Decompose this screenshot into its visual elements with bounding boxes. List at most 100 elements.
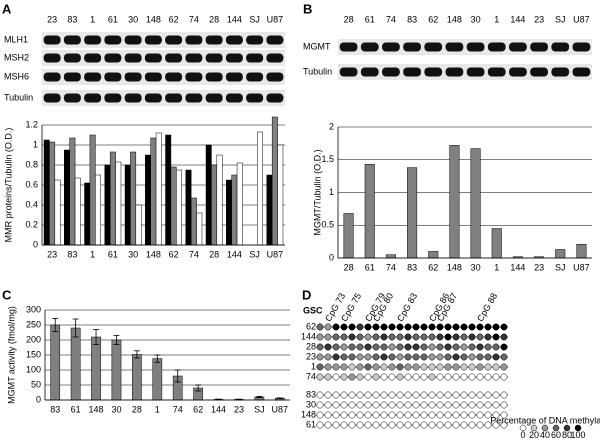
x-tick-label: 30: [111, 404, 121, 414]
cpg-dot: [428, 363, 436, 371]
cpg-dot: [420, 373, 428, 381]
cpg-dot: [356, 353, 364, 361]
blot-band: [84, 72, 102, 82]
blot-band: [445, 67, 464, 77]
cpg-dot: [476, 411, 484, 419]
blot-band: [246, 53, 264, 63]
bar: [216, 154, 223, 246]
blot-band: [104, 53, 122, 63]
y-tick-label: 50: [31, 379, 41, 389]
bar: [165, 134, 172, 246]
blot-band: [382, 67, 400, 77]
cpg-dot: [388, 323, 396, 331]
bar: [170, 166, 177, 246]
cpg-dot: [484, 401, 492, 409]
blot-band: [205, 72, 223, 82]
blot-band: [246, 72, 264, 82]
cpg-dot: [444, 363, 452, 371]
cpg-dot: [420, 421, 428, 429]
bar: [576, 243, 587, 259]
cpg-dot: [500, 411, 508, 419]
cpg-dot: [420, 323, 428, 331]
blot-row-label: Tubulin: [303, 66, 332, 76]
cpg-dot: [412, 421, 420, 429]
cpg-dot: [380, 373, 388, 381]
blot-band: [144, 53, 162, 63]
cpg-dot: [452, 363, 460, 371]
legend-label: 20: [529, 430, 539, 440]
cpg-dot: [396, 363, 404, 371]
cpg-dot: [372, 373, 380, 381]
blot-band: [104, 35, 122, 45]
bar: [124, 164, 131, 246]
y-tick-label: 0: [36, 394, 41, 404]
cpg-dot: [388, 421, 396, 429]
lane-label: 23: [534, 14, 544, 24]
x-tick-label: 23: [234, 404, 244, 414]
bar: [152, 358, 163, 401]
bar: [150, 137, 157, 246]
blot-band: [225, 93, 243, 103]
cpg-dot: [492, 323, 500, 331]
lane-label: 23: [47, 14, 57, 24]
blot-band: [382, 42, 400, 52]
bar: [449, 145, 460, 259]
y-tick-label: 2: [329, 121, 334, 131]
cpg-dot: [324, 323, 332, 331]
cpg-dot: [428, 411, 436, 419]
cpg-dot: [324, 421, 332, 429]
bar: [43, 139, 50, 246]
cpg-dot: [484, 411, 492, 419]
x-tick-label: SJ: [254, 404, 265, 414]
blot-band: [424, 67, 443, 77]
x-tick-label: 1: [90, 249, 95, 259]
cpg-dot: [404, 391, 412, 399]
blot-row-label: Tubulin: [4, 92, 33, 102]
cpg-dot: [380, 401, 388, 409]
y-tick-label: 150: [26, 349, 41, 359]
cpg-dot: [484, 421, 492, 429]
cpg-dot: [444, 323, 452, 331]
cpg-dot: [348, 373, 356, 381]
row-label: 74: [306, 371, 316, 381]
cpg-dot: [404, 323, 412, 331]
blot-band: [63, 35, 81, 45]
bar: [132, 354, 142, 401]
cpg-dot: [316, 373, 324, 381]
y-tick-label: 0.2: [25, 219, 38, 229]
row-label: 28: [306, 341, 316, 351]
cpg-dot: [340, 353, 348, 361]
x-tick-label: 30: [128, 249, 138, 259]
blot-band: [551, 42, 570, 52]
blot-band: [165, 93, 183, 103]
cpg-dot: [348, 411, 356, 419]
cpg-dot: [452, 421, 460, 429]
blot-band: [266, 72, 284, 82]
cpg-dot: [364, 363, 372, 371]
blot-row-label: MSH6: [4, 71, 29, 81]
cpg-dot: [332, 333, 340, 341]
cpg-dot: [340, 421, 348, 429]
cpg-dot: [348, 421, 356, 429]
cpg-dot: [380, 391, 388, 399]
cpg-dot: [460, 401, 468, 409]
cpg-dot: [388, 363, 396, 371]
bar: [271, 116, 278, 246]
cpg-dot: [460, 343, 468, 351]
bar: [407, 167, 418, 259]
bar: [74, 177, 81, 246]
y-tick-label: 1: [329, 187, 334, 197]
cpg-dot: [372, 411, 380, 419]
cpg-dot: [444, 343, 452, 351]
cpg-dot: [348, 401, 356, 409]
bar: [343, 213, 354, 259]
lane-label: 148: [146, 14, 161, 24]
cpg-dot: [484, 333, 492, 341]
cpg-dot: [436, 401, 444, 409]
cpg-dot: [468, 421, 476, 429]
blot-band: [509, 67, 527, 77]
cpg-dot: [468, 323, 476, 331]
bar: [226, 179, 232, 246]
y-axis-label: MGMT/Tubulin (O.D.): [312, 149, 322, 235]
legend-dot: [574, 424, 582, 432]
